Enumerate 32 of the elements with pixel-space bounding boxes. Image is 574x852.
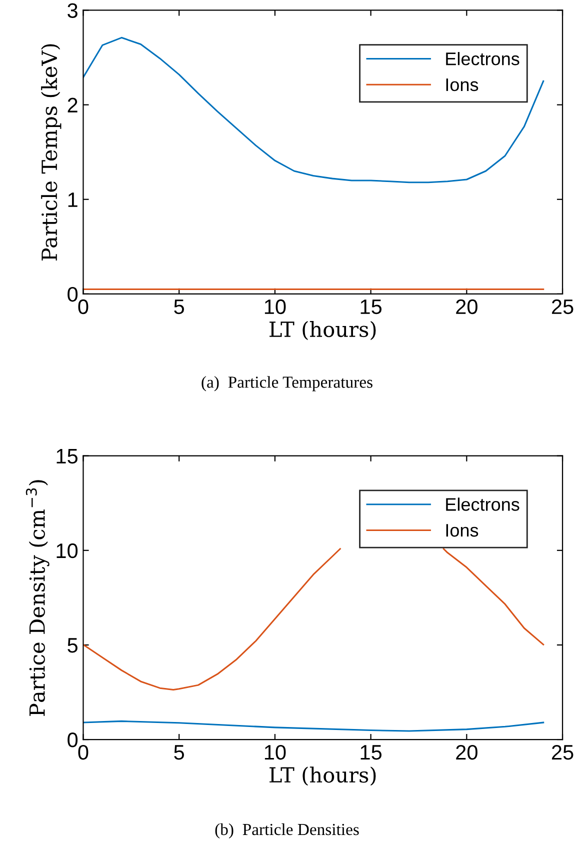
x-tick-label: 15 <box>360 300 382 314</box>
y-tick-label: 10 <box>56 543 78 558</box>
line-series <box>83 36 544 184</box>
y-tick-label: 5 <box>68 638 78 653</box>
x-tick-label: 20 <box>456 299 478 314</box>
x-tick-label: 20 <box>456 744 478 760</box>
line-series <box>83 720 544 732</box>
y-tick-label: 0 <box>68 286 78 302</box>
y-tick-label: 15 <box>56 449 78 464</box>
legend-label: Ions <box>446 524 478 537</box>
legend-label: Ions <box>446 78 478 92</box>
x-tick-label: 0 <box>78 299 88 314</box>
x-tick-label: 10 <box>264 299 286 314</box>
y-axis-title: Partice Density (cm$^{−3}$) <box>26 480 50 716</box>
x-tick-label: 5 <box>174 745 184 760</box>
text: (b) Particle Densities <box>215 823 359 839</box>
legend-label: Electrons <box>446 498 520 511</box>
text: (a) Particle Temperatures <box>202 376 372 392</box>
x-tick-label: 15 <box>360 745 382 760</box>
x-tick-label: 25 <box>552 744 574 760</box>
y-axis-title: Particle Temps (keV) <box>41 44 62 260</box>
x-tick-label: 25 <box>552 299 574 314</box>
x-axis-title: LT (hours) <box>270 766 376 786</box>
x-tick-label: 10 <box>264 744 286 760</box>
x-tick-label: 5 <box>174 300 184 314</box>
x-axis-title: LT (hours) <box>270 321 376 340</box>
y-tick-label: 0 <box>68 732 78 748</box>
x-tick-label: 0 <box>78 744 88 760</box>
y-tick-label: 1 <box>68 192 78 207</box>
y-tick-label: 2 <box>68 98 78 112</box>
legend-label: Electrons <box>446 52 520 66</box>
y-tick-label: 3 <box>68 3 78 18</box>
